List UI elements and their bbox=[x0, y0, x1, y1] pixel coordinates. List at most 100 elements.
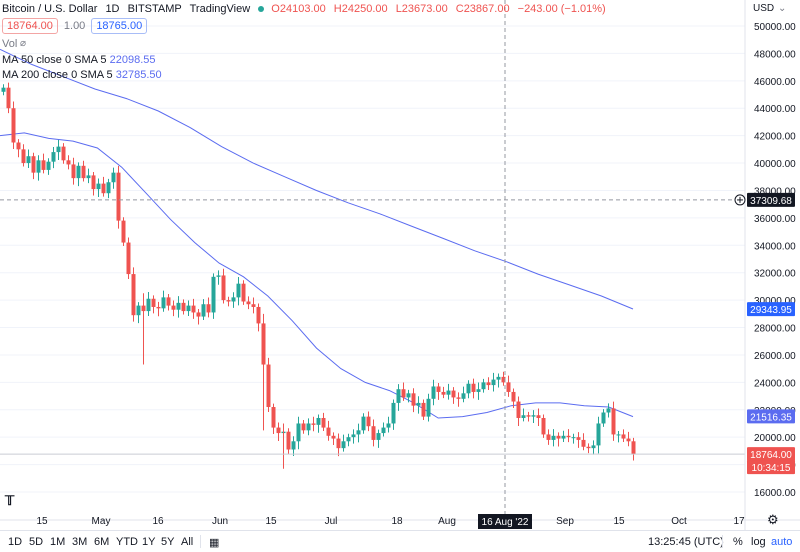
range-6m-button[interactable]: 6M bbox=[94, 536, 110, 548]
crosshair-date-label: 16 Aug '22 bbox=[482, 517, 529, 528]
candle-body bbox=[631, 441, 636, 455]
candle-body bbox=[301, 423, 306, 431]
auto-toggle[interactable]: auto bbox=[771, 536, 793, 548]
candle-body bbox=[176, 302, 181, 310]
price-tick-label: 20000.00 bbox=[754, 433, 796, 444]
price-tick-label: 40000.00 bbox=[754, 159, 796, 170]
candle-body bbox=[476, 389, 481, 392]
ma200-price-badge: 29343.95 bbox=[750, 305, 792, 316]
candle-body bbox=[146, 298, 151, 312]
candle-body bbox=[536, 415, 541, 418]
currency-label[interactable]: USD bbox=[753, 3, 775, 14]
ma200-line bbox=[0, 48, 634, 310]
ma200-legend[interactable]: MA 200 close 0 SMA 5 32785.50 bbox=[2, 69, 162, 81]
candle-body bbox=[221, 275, 226, 301]
bottom-toolbar: 1D 5D 1M 3M 6M YTD 1Y 5Y All ▦ 13:25:45 … bbox=[0, 530, 800, 552]
countdown-badge: 10:34:15 bbox=[752, 463, 791, 474]
symbol-interval[interactable]: 1D bbox=[105, 3, 120, 15]
candle-body bbox=[46, 161, 51, 170]
candle-body bbox=[31, 156, 36, 173]
volume-legend[interactable]: Vol bbox=[2, 38, 17, 50]
candle-body bbox=[266, 364, 271, 408]
chevron-down-icon[interactable]: ⌄ bbox=[778, 3, 787, 14]
candle-body bbox=[1, 87, 6, 92]
price-tick-label: 28000.00 bbox=[754, 324, 796, 335]
candle-body bbox=[386, 423, 391, 428]
candle-body bbox=[131, 274, 136, 316]
candle-body bbox=[581, 439, 586, 447]
time-tick-label: 15 bbox=[613, 516, 625, 527]
candle-body bbox=[371, 426, 376, 440]
candle-body bbox=[66, 160, 71, 165]
tradingview-logo-icon[interactable]: 𝕋 bbox=[5, 493, 15, 508]
candle-body bbox=[156, 306, 161, 309]
price-tick-label: 34000.00 bbox=[754, 241, 796, 252]
candle-body bbox=[236, 283, 241, 298]
range-1m-button[interactable]: 1M bbox=[50, 536, 66, 548]
candle-body bbox=[116, 172, 121, 221]
candle-body bbox=[96, 183, 101, 190]
candle-body bbox=[381, 427, 386, 434]
candle-body bbox=[606, 408, 611, 413]
toolbar-divider bbox=[722, 535, 723, 548]
candle-body bbox=[246, 301, 251, 305]
candle-body bbox=[151, 298, 156, 307]
candle-body bbox=[341, 441, 346, 449]
candle-body bbox=[436, 386, 441, 392]
candle-body bbox=[396, 389, 401, 403]
crosshair bbox=[0, 0, 745, 520]
log-toggle[interactable]: log bbox=[751, 536, 766, 548]
time-tick-label: 15 bbox=[36, 516, 48, 527]
candle-body bbox=[406, 393, 411, 398]
candle-body bbox=[466, 383, 471, 394]
eye-hidden-icon[interactable]: ⌀ bbox=[20, 38, 27, 49]
buy-button[interactable]: 18765.00 bbox=[91, 18, 148, 34]
calendar-icon[interactable]: ▦ bbox=[209, 537, 220, 549]
ma50-price-badge: 21516.35 bbox=[750, 412, 792, 423]
range-3m-button[interactable]: 3M bbox=[72, 536, 88, 548]
clock-time[interactable]: 13:25:45 (UTC) bbox=[648, 536, 724, 548]
ma200-price-badge-bg bbox=[747, 302, 795, 317]
candle-body bbox=[591, 445, 596, 449]
candle-body bbox=[461, 393, 466, 399]
candle-body bbox=[16, 142, 21, 150]
percent-toggle[interactable]: % bbox=[733, 536, 743, 548]
candle-body bbox=[421, 402, 426, 417]
candle-body bbox=[626, 438, 631, 442]
range-1y-button[interactable]: 1Y bbox=[142, 536, 156, 548]
candle-body bbox=[316, 417, 321, 425]
ma50-legend[interactable]: MA 50 close 0 SMA 5 22098.55 bbox=[2, 54, 156, 66]
time-tick-label: 17 bbox=[733, 516, 745, 527]
candle-body bbox=[76, 165, 81, 179]
price-tick-label: 38000.00 bbox=[754, 186, 796, 197]
range-ytd-button[interactable]: YTD bbox=[116, 536, 138, 548]
range-all-button[interactable]: All bbox=[181, 536, 194, 548]
price-tick-label: 16000.00 bbox=[754, 488, 796, 499]
candle-body bbox=[36, 160, 41, 173]
crosshair-price-badge: 37309.68 bbox=[750, 196, 792, 207]
candle-body bbox=[231, 297, 236, 302]
candle-body bbox=[51, 152, 56, 162]
candle-body bbox=[291, 441, 296, 450]
range-5y-button[interactable]: 5Y bbox=[161, 536, 175, 548]
candle-body bbox=[241, 283, 246, 302]
candle-body bbox=[91, 175, 96, 190]
gear-icon[interactable]: ⚙ bbox=[767, 512, 779, 527]
sell-button[interactable]: 18764.00 bbox=[2, 18, 58, 34]
candle-body bbox=[336, 438, 341, 449]
candle-body bbox=[586, 446, 591, 449]
range-5d-button[interactable]: 5D bbox=[29, 536, 44, 548]
candle-body bbox=[211, 276, 216, 313]
candle-body bbox=[126, 242, 131, 275]
candle-body bbox=[306, 423, 311, 431]
time-tick-label: May bbox=[92, 516, 111, 527]
candle-body bbox=[556, 435, 561, 439]
last-price-badge: 18764.00 bbox=[750, 450, 792, 461]
candle-body bbox=[101, 183, 106, 194]
last-price-badge-bg bbox=[747, 447, 795, 462]
symbol-name[interactable]: Bitcoin / U.S. Dollar bbox=[2, 3, 98, 15]
range-1d-button[interactable]: 1D bbox=[8, 536, 23, 548]
time-tick-label: Jul bbox=[325, 516, 338, 527]
candle-body bbox=[226, 300, 231, 302]
